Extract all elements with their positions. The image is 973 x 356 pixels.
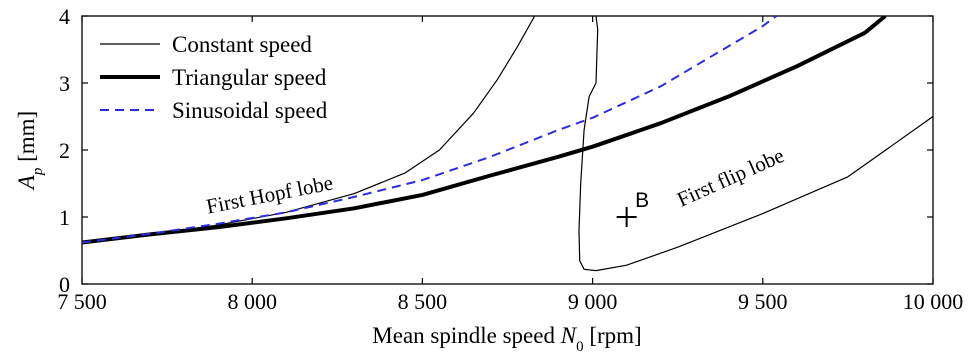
x-tick-label: 7 500 [57, 289, 107, 314]
y-tick-label: 2 [59, 138, 70, 163]
annotation-2: B [635, 189, 649, 212]
x-tick-label: 8 500 [398, 289, 448, 314]
annotation-layer: First Hopf lobe First flip lobe B [204, 143, 788, 227]
series-line-0-1 [578, 16, 933, 272]
y-tick-label: 3 [59, 71, 70, 96]
legend: Constant speed Triangular speed Sinusoid… [100, 32, 328, 123]
y-tick-label: 0 [59, 272, 70, 297]
annotation-1: First flip lobe [673, 143, 787, 211]
series-layer [82, 16, 933, 272]
y-tick-label: 1 [59, 205, 70, 230]
y-axis-label: Ap [mm] [14, 111, 46, 191]
series-line-1-0 [82, 16, 887, 245]
y-tick-label: 4 [59, 4, 70, 29]
series-line-2-0 [82, 16, 777, 244]
x-tick-label: 10 000 [903, 289, 964, 314]
x-tick-label: 9 000 [568, 289, 618, 314]
x-tick-label: 9 500 [738, 289, 788, 314]
legend-label-sinusoidal: Sinusoidal speed [172, 98, 328, 123]
axis-ticks: 7 500 8 000 8 500 9 000 9 500 10 000 0 1 2 3 4 [57, 4, 963, 314]
legend-label-triangular: Triangular speed [172, 65, 327, 90]
x-tick-label: 8 000 [227, 289, 277, 314]
point-marker [616, 207, 637, 227]
annotation-0: First Hopf lobe [204, 171, 335, 219]
x-axis-label: Mean spindle speed N0 [rpm] [372, 323, 641, 355]
legend-label-constant: Constant speed [172, 32, 312, 57]
